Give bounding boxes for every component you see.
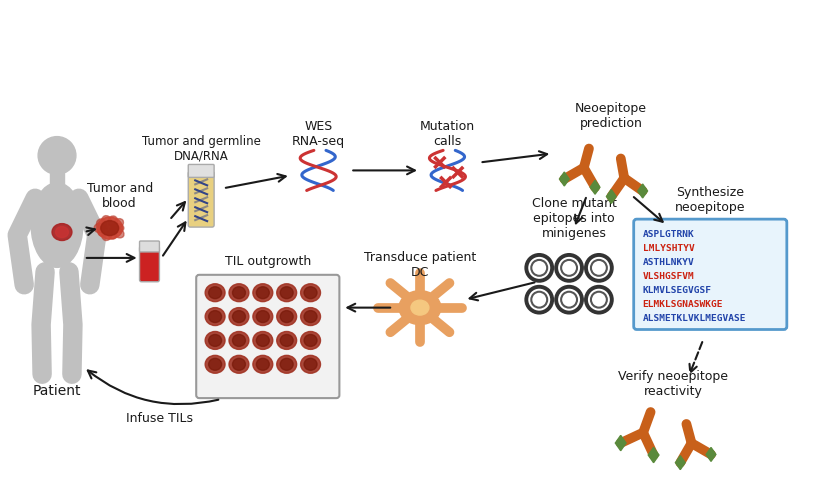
Ellipse shape — [110, 224, 124, 233]
Ellipse shape — [229, 355, 249, 373]
Text: ASPLGTRNK: ASPLGTRNK — [642, 230, 694, 239]
Text: ASTHLNKYV: ASTHLNKYV — [642, 258, 694, 267]
Ellipse shape — [205, 355, 225, 373]
Ellipse shape — [98, 227, 108, 236]
Ellipse shape — [205, 284, 225, 302]
Ellipse shape — [205, 308, 225, 326]
Polygon shape — [707, 448, 716, 461]
Ellipse shape — [277, 284, 296, 302]
Ellipse shape — [101, 221, 119, 236]
Polygon shape — [615, 435, 626, 451]
Text: KLMVLSEGVGSF: KLMVLSEGVGSF — [642, 286, 711, 295]
Ellipse shape — [300, 355, 321, 373]
Ellipse shape — [256, 358, 269, 370]
Text: Patient: Patient — [33, 384, 81, 398]
Polygon shape — [638, 184, 647, 198]
Ellipse shape — [111, 226, 124, 238]
Ellipse shape — [304, 358, 317, 370]
Text: TIL outgrowth: TIL outgrowth — [225, 255, 311, 268]
Text: LMLYSHTYV: LMLYSHTYV — [642, 244, 694, 253]
Ellipse shape — [112, 219, 124, 229]
Ellipse shape — [399, 291, 441, 325]
Ellipse shape — [94, 224, 105, 233]
Text: Verify neoepitope
reactivity: Verify neoepitope reactivity — [619, 370, 729, 398]
Ellipse shape — [205, 331, 225, 349]
Ellipse shape — [280, 334, 293, 347]
Ellipse shape — [300, 331, 321, 349]
Ellipse shape — [31, 183, 83, 267]
Text: Mutation
calls: Mutation calls — [420, 120, 475, 148]
FancyBboxPatch shape — [188, 172, 214, 227]
Ellipse shape — [277, 331, 296, 349]
Text: Infuse TILs: Infuse TILs — [126, 413, 193, 425]
Ellipse shape — [304, 334, 317, 347]
Ellipse shape — [108, 216, 118, 226]
Ellipse shape — [280, 311, 293, 323]
Ellipse shape — [233, 358, 246, 370]
Ellipse shape — [52, 224, 72, 241]
Ellipse shape — [229, 308, 249, 326]
FancyBboxPatch shape — [139, 246, 160, 282]
FancyBboxPatch shape — [139, 241, 160, 252]
Ellipse shape — [102, 227, 112, 241]
Ellipse shape — [229, 284, 249, 302]
Bar — [50, 174, 64, 185]
Ellipse shape — [233, 311, 246, 323]
Ellipse shape — [253, 284, 273, 302]
Text: ELMKLSGNASWKGE: ELMKLSGNASWKGE — [642, 300, 723, 309]
Text: ALSMETKLVKLMEGVASE: ALSMETKLVKLMEGVASE — [642, 313, 746, 323]
Text: WES
RNA-seq: WES RNA-seq — [292, 120, 345, 148]
Text: Tumor and
blood: Tumor and blood — [86, 182, 153, 210]
Text: Tumor and germline
DNA/RNA: Tumor and germline DNA/RNA — [142, 135, 260, 162]
Ellipse shape — [280, 287, 293, 299]
Ellipse shape — [256, 311, 269, 323]
Text: Transduce patient
DC: Transduce patient DC — [364, 251, 476, 279]
Ellipse shape — [277, 308, 296, 326]
Ellipse shape — [304, 287, 317, 299]
Ellipse shape — [233, 334, 246, 347]
Text: Synthesize
neoepitope: Synthesize neoepitope — [675, 186, 746, 214]
Ellipse shape — [300, 284, 321, 302]
Ellipse shape — [256, 334, 269, 347]
Ellipse shape — [108, 229, 117, 239]
Ellipse shape — [411, 300, 429, 315]
FancyBboxPatch shape — [188, 164, 214, 177]
Ellipse shape — [300, 308, 321, 326]
Ellipse shape — [208, 334, 221, 347]
Ellipse shape — [304, 311, 317, 323]
Ellipse shape — [229, 331, 249, 349]
Polygon shape — [676, 456, 685, 469]
Ellipse shape — [253, 308, 273, 326]
Ellipse shape — [277, 355, 296, 373]
Ellipse shape — [253, 331, 273, 349]
Text: Clone mutant
epitopes into
minigenes: Clone mutant epitopes into minigenes — [532, 197, 616, 240]
Text: Neoepitope
prediction: Neoepitope prediction — [575, 102, 647, 130]
FancyBboxPatch shape — [633, 219, 787, 330]
Ellipse shape — [97, 217, 123, 239]
Circle shape — [38, 137, 76, 174]
Polygon shape — [648, 447, 659, 463]
Ellipse shape — [208, 358, 221, 370]
Polygon shape — [559, 172, 569, 186]
Ellipse shape — [55, 226, 68, 238]
Ellipse shape — [102, 216, 112, 226]
Ellipse shape — [97, 219, 107, 229]
Ellipse shape — [256, 287, 269, 299]
Ellipse shape — [208, 287, 221, 299]
Text: VLSHGSFVM: VLSHGSFVM — [642, 272, 694, 281]
Ellipse shape — [253, 355, 273, 373]
Ellipse shape — [233, 287, 246, 299]
Ellipse shape — [208, 311, 221, 323]
Ellipse shape — [280, 358, 293, 370]
Polygon shape — [606, 190, 616, 204]
FancyBboxPatch shape — [196, 275, 339, 398]
Polygon shape — [590, 180, 600, 194]
